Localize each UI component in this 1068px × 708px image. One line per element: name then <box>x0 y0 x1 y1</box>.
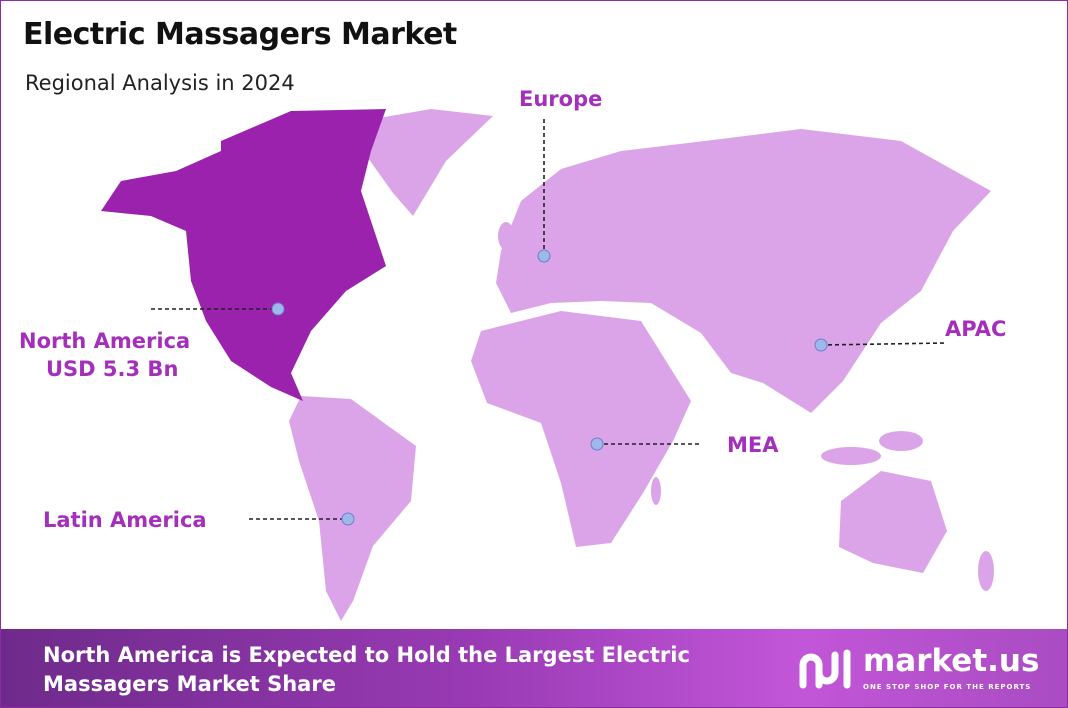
region-label: North America <box>19 329 191 353</box>
brand-icon <box>799 649 851 689</box>
footer-banner: North America is Expected to Hold the La… <box>1 629 1067 707</box>
region-label: Latin America <box>43 508 207 532</box>
other-continents <box>289 109 994 621</box>
region-value: USD 5.3 Bn <box>46 357 179 381</box>
north-america <box>101 109 386 401</box>
brand-tagline: ONE STOP SHOP FOR THE REPORTS <box>863 683 1032 691</box>
title: Electric Massagers Market <box>23 17 457 52</box>
world-map <box>101 109 994 621</box>
brand-name: market.us <box>863 643 1040 679</box>
region-label: Europe <box>519 87 603 111</box>
footer-text: North America is Expected to Hold the La… <box>43 643 690 696</box>
subtitle: Regional Analysis in 2024 <box>25 71 295 95</box>
region-dots <box>271 249 828 526</box>
region-label: MEA <box>727 433 779 457</box>
region-label: APAC <box>945 317 1007 341</box>
leader-lines <box>151 119 947 520</box>
